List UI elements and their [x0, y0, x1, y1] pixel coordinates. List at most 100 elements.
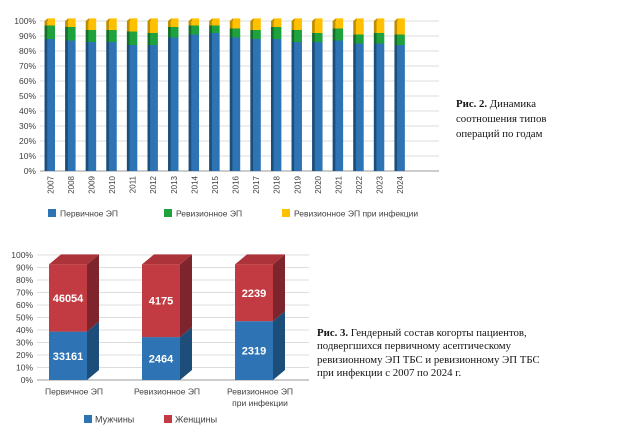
segment-edge	[394, 45, 398, 171]
data-label-men: 33161	[53, 351, 84, 363]
segment-edge	[147, 33, 151, 45]
ytick-label: 0%	[24, 166, 37, 176]
ytick-label: 80%	[16, 275, 33, 285]
segment	[147, 45, 158, 171]
bar-2011	[126, 18, 138, 171]
xtick-label: 2011	[129, 175, 138, 193]
side-face-women	[273, 254, 285, 322]
segment	[312, 33, 323, 42]
ytick-label: 70%	[16, 288, 33, 298]
caption-line: ревизионному ЭП ТБС и ревизионному ЭП ТБ…	[317, 353, 540, 366]
segment-edge	[353, 43, 356, 171]
xtick-label: при инфекции	[232, 398, 288, 408]
segment-edge	[147, 45, 151, 171]
segment	[332, 28, 344, 41]
segment-edge	[106, 42, 109, 171]
segment	[229, 37, 241, 171]
segment	[106, 30, 117, 42]
segment	[126, 31, 138, 45]
front-face-men	[49, 331, 87, 380]
segment	[291, 30, 302, 42]
segment	[44, 21, 55, 26]
xtick-label: 2016	[232, 175, 241, 193]
legend-swatch-0	[48, 209, 56, 217]
segment-edge	[126, 45, 130, 171]
caption-line: соотношения типов	[456, 113, 547, 125]
segment-edge	[394, 34, 398, 45]
segment	[332, 40, 344, 171]
bar-2015	[209, 18, 220, 171]
segment-edge	[168, 21, 171, 27]
segment-edge	[353, 34, 356, 44]
bar-1: 46054 33161	[49, 254, 99, 380]
segment-edge	[291, 21, 295, 30]
segment	[270, 27, 282, 39]
bar-2023	[373, 18, 385, 171]
bar-cap-edge	[65, 18, 69, 21]
bar-cap-edge	[168, 18, 172, 21]
segment	[209, 25, 220, 33]
segment-edge	[229, 21, 233, 29]
segment	[353, 21, 364, 35]
segment	[147, 21, 158, 33]
ytick-label: 10%	[16, 363, 33, 373]
segment	[312, 42, 323, 171]
front-face-women	[49, 264, 87, 332]
bar-cap-edge	[332, 18, 336, 21]
bar-2013	[168, 18, 179, 171]
ytick-label: 30%	[19, 121, 36, 131]
segment	[353, 34, 364, 44]
segment-edge	[188, 21, 192, 26]
caption-figure-label: Рис. 3.	[317, 327, 349, 339]
segment	[126, 45, 138, 171]
bar-2019	[291, 18, 302, 171]
side-face-men	[180, 327, 192, 380]
data-label-women: 46054	[53, 293, 84, 305]
side-face-women	[180, 254, 192, 338]
bar-2009	[85, 18, 97, 171]
caption-line: Рис. 2. Динамика	[456, 97, 586, 112]
segment-edge	[44, 21, 48, 26]
segment	[168, 21, 179, 27]
ytick-label: 50%	[19, 91, 36, 101]
front-face-men	[235, 321, 273, 380]
segment-edge	[332, 21, 336, 29]
segment	[353, 43, 364, 171]
bar-3: 2239 2319	[235, 254, 285, 380]
segment-edge	[250, 39, 253, 171]
bar-cap-edge	[106, 18, 110, 21]
ytick-label: 10%	[19, 151, 36, 161]
segment-edge	[373, 33, 377, 44]
segment-edge	[65, 21, 68, 27]
caption-line: подвергшихся первичному асептическому	[317, 340, 512, 353]
segment	[44, 25, 55, 39]
segment-edge	[291, 30, 295, 42]
segment-edge	[126, 31, 130, 45]
segment-edge	[209, 21, 212, 26]
legend-label: Женщины	[175, 415, 217, 425]
xtick-label: 2024	[396, 175, 405, 193]
xtick-label: 2015	[211, 175, 220, 193]
caption-text: Гендерный состав когорты пациентов,	[348, 327, 527, 339]
segment	[188, 34, 200, 171]
bar-cap-edge	[147, 18, 151, 21]
segment-edge	[65, 27, 68, 41]
bar-2016	[229, 18, 241, 171]
segment	[250, 30, 261, 39]
segment	[188, 21, 200, 26]
data-label-women: 2239	[242, 288, 266, 300]
segment-edge	[229, 28, 233, 38]
figure-2-bar-chart: 0% 10% 20% 30% 40% 50% 60% 70% 80% 90% 100% 2007 200…	[14, 16, 439, 219]
side-face-women	[87, 254, 99, 332]
xtick-label: 2013	[170, 175, 179, 193]
bar-cap-edge	[209, 18, 213, 21]
segment	[188, 25, 200, 35]
segment	[106, 21, 117, 30]
legend-swatch-1	[164, 415, 172, 423]
ytick-label: 60%	[19, 76, 36, 86]
xtick-label: Ревизионное ЭП	[227, 387, 293, 397]
segment	[44, 39, 55, 171]
segment	[250, 21, 261, 30]
segment	[250, 39, 261, 171]
